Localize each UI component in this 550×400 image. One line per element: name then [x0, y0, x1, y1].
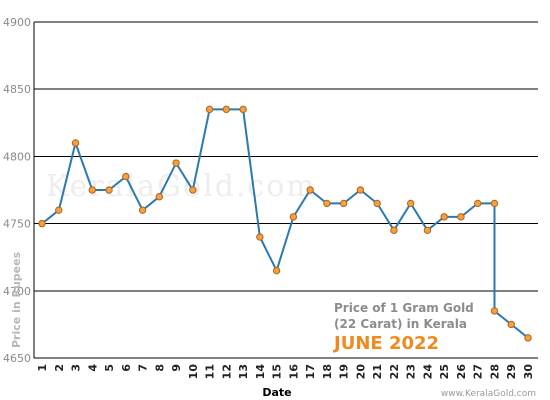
- x-tick-label: 22: [388, 364, 401, 379]
- x-tick-label: 25: [438, 364, 451, 379]
- x-tick-label: 13: [237, 364, 250, 379]
- x-tick-label: 8: [153, 364, 166, 372]
- x-tick-label: 9: [170, 364, 183, 372]
- y-tick-label: 4800: [3, 150, 31, 163]
- x-tick-label: 7: [137, 364, 150, 372]
- x-tick-label: 11: [204, 364, 217, 379]
- x-tick-label: 30: [522, 364, 535, 380]
- x-tick-label: 24: [421, 364, 434, 380]
- x-tick-label: 26: [455, 364, 468, 380]
- x-tick-label: 12: [220, 364, 233, 379]
- data-point: [55, 206, 63, 214]
- x-tick-label: 6: [120, 364, 133, 372]
- annotation-month: JUNE 2022: [332, 333, 439, 354]
- data-point: [272, 266, 281, 275]
- x-tick-label: 18: [321, 364, 334, 379]
- data-point: [105, 186, 113, 194]
- x-tick-label: 19: [338, 364, 351, 379]
- data-point: [122, 172, 130, 181]
- data-point: [323, 199, 331, 208]
- data-point: [71, 139, 80, 147]
- data-point: [474, 199, 482, 208]
- annotation-line2: (22 Carat) in Kerala: [334, 317, 467, 331]
- data-point: [406, 199, 415, 208]
- data-point: [239, 105, 247, 114]
- data-point: [524, 334, 532, 342]
- data-point: [457, 213, 465, 221]
- data-point: [490, 307, 499, 315]
- x-tick-label: 4: [86, 364, 99, 372]
- x-tick-label: 23: [405, 364, 418, 379]
- data-point: [373, 199, 381, 208]
- y-axis-label: Price in Rupees: [10, 251, 23, 348]
- x-tick-label: 16: [287, 364, 300, 380]
- data-point: [256, 233, 264, 241]
- x-tick-label: 29: [505, 364, 518, 379]
- x-tick-label: 28: [488, 364, 501, 379]
- x-tick-label: 15: [271, 364, 284, 379]
- x-tick-label: 10: [187, 364, 200, 380]
- x-tick-label: 14: [254, 364, 267, 380]
- x-tick-label: 1: [36, 364, 49, 372]
- x-tick-label: 27: [472, 364, 485, 379]
- annotation-line1: Price of 1 Gram Gold: [334, 301, 474, 315]
- data-point: [38, 219, 46, 228]
- x-tick-label: 17: [304, 364, 317, 379]
- data-point: [205, 105, 214, 114]
- y-tick-label: 4650: [3, 352, 31, 365]
- grid: [34, 21, 538, 292]
- x-tick-label: 21: [371, 364, 384, 379]
- data-point: [306, 186, 314, 194]
- data-point: [222, 105, 231, 114]
- y-tick-label: 4900: [3, 16, 31, 29]
- data-point: [339, 199, 348, 208]
- credit-text: www.KeralaGold.com: [441, 389, 536, 399]
- data-point: [490, 199, 499, 208]
- data-point: [423, 226, 432, 235]
- x-tick-label: 3: [70, 364, 83, 372]
- data-point: [138, 206, 147, 214]
- x-tick-label: 20: [354, 364, 367, 380]
- data-point: [88, 186, 96, 194]
- x-tick-label: 2: [53, 364, 66, 372]
- data-point: [289, 213, 298, 221]
- data-point: [507, 320, 515, 329]
- data-point: [356, 186, 365, 194]
- x-axis-label: Date: [262, 386, 291, 399]
- data-points: [38, 105, 532, 342]
- x-tick-label: 5: [103, 364, 116, 372]
- x-tick-labels: 1 2 3 4 5 6 7 8 9 10 11 12 13 14 15 16 17 18 19 20 21 22 23 24 2…: [36, 364, 535, 380]
- data-point: [172, 159, 180, 167]
- data-point: [440, 213, 448, 221]
- y-tick-label: 4750: [3, 218, 31, 231]
- y-tick-label: 4700: [3, 285, 31, 298]
- data-point: [390, 226, 398, 235]
- plot-area: [34, 22, 538, 358]
- data-point: [155, 193, 164, 201]
- y-tick-label: 4850: [3, 83, 31, 96]
- data-point: [189, 186, 197, 194]
- y-tick-labels: 4650 4700 4750 4800 4850 4900: [3, 16, 31, 365]
